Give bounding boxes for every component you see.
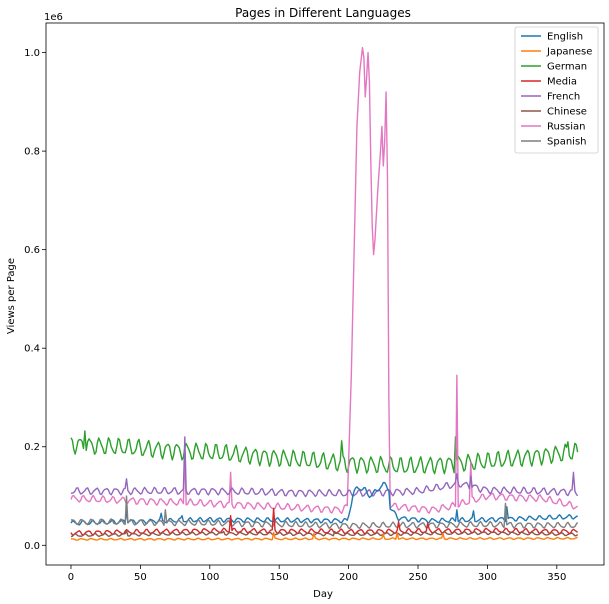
legend-label-chinese: Chinese: [547, 107, 587, 118]
series-line-russian: [70, 46, 579, 515]
x-tick-label: 250: [408, 572, 427, 583]
series-line-english: [70, 481, 579, 526]
legend-label-spanish: Spanish: [547, 137, 587, 148]
x-tick-label: 150: [270, 572, 289, 583]
legend: English Japanese German Media French Chinese R…: [514, 26, 599, 154]
y-axis-title: Views per Page: [6, 258, 17, 334]
x-tick-label: 350: [547, 572, 566, 583]
x-tick-label: 0: [68, 572, 74, 583]
y-offset-label: 1e6: [44, 12, 63, 23]
legend-label-russian: Russian: [547, 122, 586, 133]
chart-title: Pages in Different Languages: [235, 6, 411, 20]
series-line-chinese: [70, 529, 579, 538]
y-tick-label: 0.4: [24, 344, 40, 355]
y-tick-label: 0.8: [24, 147, 40, 158]
x-axis-title: Day: [313, 589, 333, 600]
series-line-spanish: [70, 495, 579, 530]
y-tick-label: 0.2: [24, 442, 40, 453]
legend-label-media: Media: [547, 77, 577, 88]
series-line-japanese: [70, 531, 578, 541]
x-tick-label: 50: [134, 572, 147, 583]
legend-label-english: English: [547, 32, 583, 43]
y-tick-label: 1.0: [24, 48, 40, 59]
x-tick-label: 200: [339, 572, 358, 583]
plot-frame: [45, 22, 605, 566]
x-tick-label: 100: [200, 572, 219, 583]
ticks-layer: 0 50 100 150 200 250 300 350 0.0 0.2 0.4 0.6 0.8 1.0: [24, 48, 566, 583]
series-line-french: [70, 436, 579, 498]
legend-label-french: French: [547, 92, 580, 103]
legend-label-japanese: Japanese: [546, 47, 592, 58]
series-layer: [70, 46, 579, 541]
legend-label-german: German: [547, 62, 587, 73]
series-line-german: [70, 430, 579, 475]
legend-box: [514, 26, 599, 154]
x-tick-label: 300: [478, 572, 497, 583]
y-tick-label: 0.6: [24, 245, 40, 256]
y-tick-label: 0.0: [24, 541, 40, 552]
